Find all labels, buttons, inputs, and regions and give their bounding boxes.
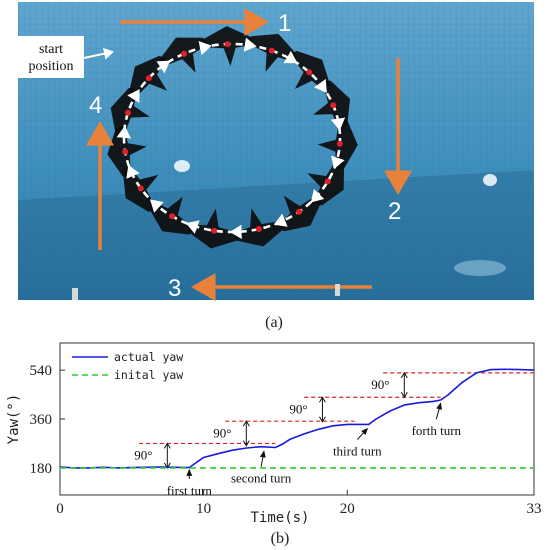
turn-pointer — [259, 450, 266, 467]
trajectory-arrowhead — [150, 199, 164, 213]
position-marker — [330, 102, 337, 109]
trajectory-arrowhead — [331, 155, 345, 170]
reference-lines: 90° 90° 90° 90° — [134, 371, 534, 469]
trajectory-arrowhead — [185, 220, 200, 234]
trajectory-arrowhead — [156, 60, 171, 74]
turn-label: forth turn — [412, 423, 462, 438]
position-marker — [181, 50, 187, 57]
x-tick-label: 0 — [56, 501, 64, 517]
angle-arrow-down — [319, 416, 326, 423]
x-axis-label: Time(s) — [250, 510, 309, 526]
panel-a-caption: (a) — [265, 314, 283, 331]
angle-label: 90° — [213, 425, 231, 440]
position-marker — [137, 185, 144, 192]
light-reflection — [454, 260, 506, 276]
trajectory-arrowhead — [330, 117, 346, 131]
turn-pointer — [435, 402, 442, 420]
angle-label: 90° — [289, 402, 307, 417]
trajectory-arrowhead — [314, 78, 327, 93]
position-marker — [324, 178, 331, 185]
legend-actual-label: actual yaw — [114, 350, 183, 364]
start-pointer-arrow — [83, 47, 114, 60]
trajectory-arrowhead — [198, 41, 212, 56]
trajectory-arrowhead — [273, 213, 288, 227]
position-marker — [224, 41, 231, 48]
start-label-box — [18, 36, 84, 78]
start-label-line1: start — [39, 42, 63, 57]
step-label-4: 4 — [89, 92, 102, 119]
position-markers — [122, 41, 343, 234]
trajectory-arrowhead — [243, 37, 257, 52]
panel-a-photo: 1 2 3 4 start position — [18, 2, 534, 302]
x-tick-label: 33 — [527, 501, 542, 517]
trajectory-arrowhead — [283, 50, 298, 64]
angle-arrow-up — [242, 420, 250, 427]
y-tick-label: 360 — [30, 412, 53, 428]
position-marker — [296, 208, 303, 215]
step-label-3: 3 — [168, 275, 181, 302]
series-layer — [59, 368, 535, 469]
position-marker — [145, 75, 152, 82]
step-label-1: 1 — [278, 10, 291, 37]
angle-arrow-up — [400, 371, 408, 379]
position-marker — [211, 227, 217, 234]
trajectory-arrowhead — [126, 164, 140, 179]
position-marker — [125, 109, 131, 116]
step-label-2: 2 — [388, 198, 401, 225]
y-axis-label: Yaw(°) — [6, 394, 22, 445]
turn-label: third turn — [333, 444, 382, 459]
turn-pointer — [356, 427, 369, 440]
pool-edge-mark — [335, 284, 340, 296]
x-tick-label: 10 — [196, 501, 211, 517]
position-marker — [268, 47, 275, 54]
angle-label: 90° — [134, 448, 152, 463]
legend-initial-label: inital yaw — [114, 368, 183, 382]
trajectory-arrowhead — [127, 89, 140, 104]
start-label-line2: position — [28, 59, 73, 74]
light-reflection — [174, 160, 190, 172]
light-reflection — [483, 174, 497, 186]
yaw-chart: 180 360 540 0 10 20 33 90° 90° 90° 90° first tur… — [6, 342, 542, 526]
angle-arrow-up — [163, 442, 171, 449]
y-tick-label: 540 — [30, 363, 53, 379]
turn-label: first turn — [167, 483, 213, 498]
legend: actual yaw inital yaw — [72, 350, 183, 382]
position-marker — [255, 226, 262, 232]
position-marker — [122, 148, 129, 155]
angle-arrow-up — [319, 396, 326, 403]
x-axis: 0 10 20 33 — [56, 490, 542, 517]
position-marker — [169, 213, 176, 220]
angle-arrow-down — [400, 392, 408, 399]
turn-label: second turn — [231, 471, 292, 486]
trajectory-arrowhead — [310, 188, 325, 203]
angle-arrow-down — [242, 440, 250, 447]
plot-area — [59, 342, 535, 496]
position-marker — [336, 140, 343, 147]
pool-edge-mark — [72, 288, 78, 300]
x-tick-label: 20 — [340, 501, 355, 517]
position-marker — [306, 69, 313, 76]
angle-label: 90° — [371, 377, 389, 392]
panel-b-caption: (b) — [271, 530, 290, 547]
turn-annotations: first turn second turn third turn forth tur… — [167, 402, 462, 498]
actual-yaw-line — [59, 368, 535, 469]
y-tick-label: 180 — [30, 461, 53, 477]
trajectory-arrows — [116, 37, 346, 240]
